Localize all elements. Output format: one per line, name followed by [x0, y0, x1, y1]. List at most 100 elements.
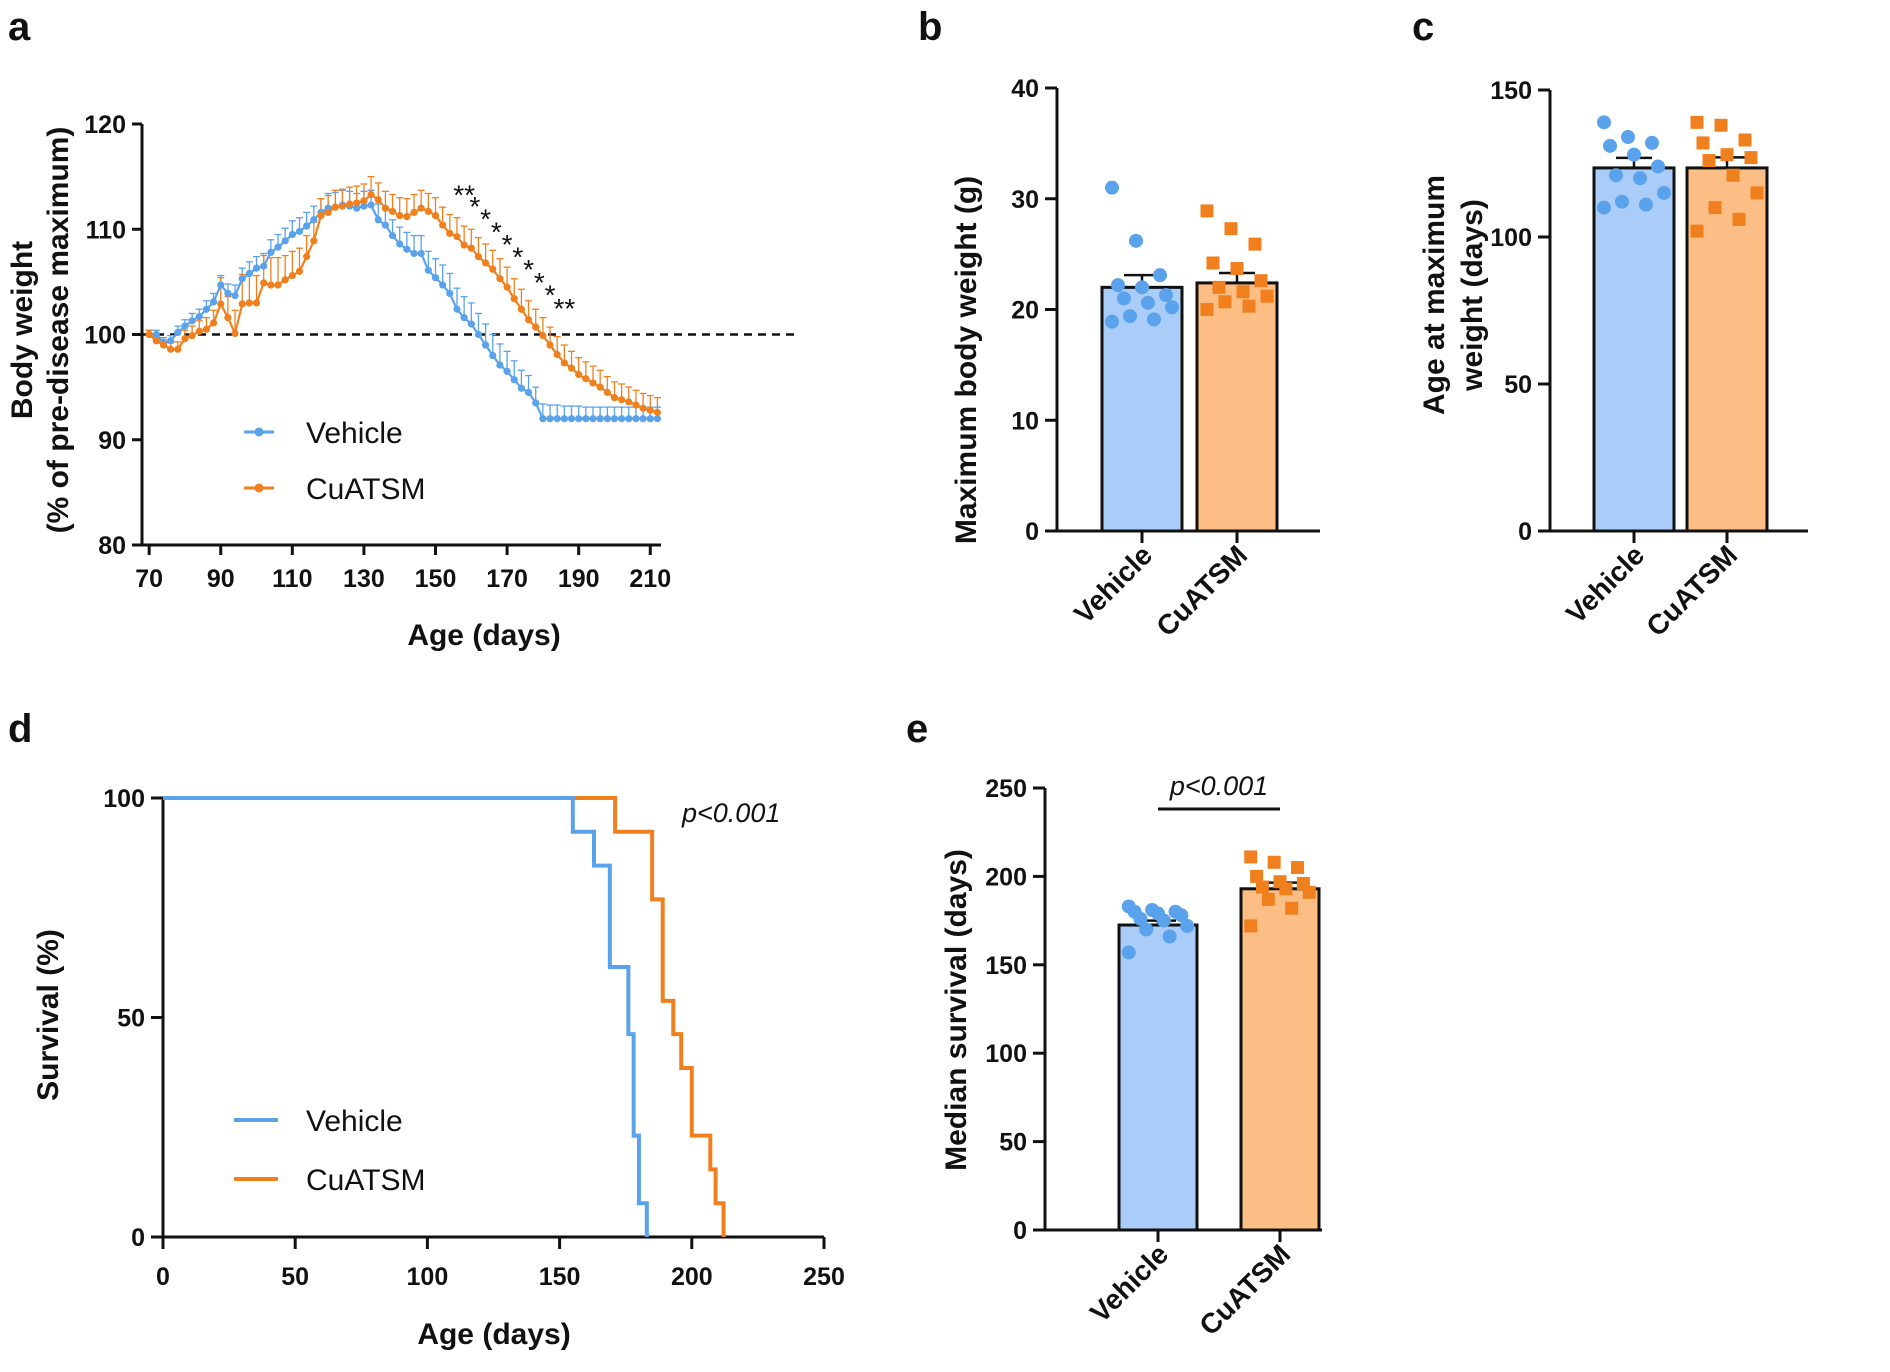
panel-b-point-cuatsm [1200, 204, 1214, 218]
panel-d-cuatsm-survival-curve [572, 796, 726, 1237]
panel-c-point-cuatsm [1720, 148, 1734, 162]
panel-a-cuatsm-point [167, 345, 175, 353]
panel-a-cuatsm-point [317, 211, 325, 220]
panel-a-cuatsm-point [267, 281, 275, 289]
panel-a-cuatsm-point [188, 331, 196, 340]
panel-a-legend-cuatsm-marker [254, 483, 264, 493]
panel-a-vehicle-point [503, 367, 511, 375]
panel-a-vehicle-point [388, 231, 397, 240]
panel-c-point-cuatsm [1726, 168, 1740, 182]
panel-a-vehicle-point [202, 305, 211, 313]
panel-a-vehicle-point [524, 388, 533, 396]
panel-a-significance-mark: * [523, 254, 534, 285]
panel-c-point-cuatsm [1696, 136, 1710, 150]
panel-d-legend-cuatsm: CuATSM [306, 1164, 425, 1197]
panel-b-ylabel: Maximum body weight (g) [950, 176, 983, 544]
panel-e-y-tick-label: 50 [999, 1129, 1027, 1157]
panel-a-x-tick-label: 130 [343, 565, 385, 593]
panel-a-cuatsm-point [575, 370, 583, 379]
panel-e-point-cuatsm [1285, 901, 1299, 915]
panel-a-vehicle-point [632, 415, 640, 423]
panel-a-cuatsm-point [245, 299, 253, 307]
panel-b-x-tick-label-cuatsm: CuATSM [1150, 539, 1253, 642]
panel-a-cuatsm-point [653, 408, 662, 416]
panel-a-significance-mark: * [480, 204, 491, 235]
panel-e-bar-cuatsm [1239, 887, 1321, 1232]
panel-b-point-cuatsm [1230, 262, 1244, 276]
panel-a-vehicle-point [618, 415, 626, 423]
panel-c-point-cuatsm [1732, 212, 1746, 226]
panel-b-point-cuatsm [1200, 303, 1214, 316]
panel-a-significance-mark: ** [453, 179, 475, 210]
panel-a-y-tick-label: 90 [98, 427, 126, 455]
panel-a-cuatsm-point [567, 364, 576, 372]
panel-d-p-value-text: p<0.001 [681, 798, 780, 828]
panel-b-x-tick-label-vehicle: Vehicle [1068, 539, 1158, 629]
panel-a-cuatsm-point [539, 331, 547, 340]
panel-c-point-cuatsm [1708, 201, 1722, 215]
panel-a-vehicle-point [646, 415, 654, 423]
panel-a-cuatsm-point [424, 207, 432, 215]
panel-b-point-vehicle [1165, 300, 1179, 315]
panel-a-cuatsm-point [346, 200, 354, 208]
panel-letter-a: a [8, 5, 31, 49]
panel-a-vehicle-point [231, 291, 239, 300]
panel-d-y-tick-label: 0 [131, 1224, 145, 1252]
panel-a-cuatsm-series-line [148, 193, 658, 414]
panel-a-cuatsm-point [474, 253, 483, 261]
panel-b-y-tick-label: 30 [1011, 186, 1039, 214]
panel-b-point-cuatsm [1206, 256, 1220, 270]
panel-e-point-cuatsm [1255, 880, 1269, 894]
panel-a-vehicle-point [560, 415, 568, 423]
panel-d-xlabel: Age (days) [417, 1318, 570, 1351]
panel-a-cuatsm-point [560, 359, 568, 367]
panel-a-vehicle-point [195, 313, 203, 321]
panel-b-point-cuatsm [1224, 222, 1238, 236]
panel-a-vehicle-point [596, 415, 604, 423]
panel-e-point-vehicle [1162, 929, 1177, 944]
panel-e-point-vehicle [1174, 908, 1189, 923]
panel-a-cuatsm-point [396, 211, 404, 220]
panel-c-point-vehicle [1645, 135, 1659, 150]
panel-d-ylabel: Survival (%) [32, 929, 65, 1101]
panel-a-x-tick-label: 170 [486, 565, 528, 593]
panel-a-vehicle-point [539, 415, 547, 423]
panel-a-vehicle-point [353, 204, 361, 212]
panel-a-cuatsm-point [503, 283, 511, 291]
panel-c-x-tick-label-cuatsm: CuATSM [1640, 539, 1743, 642]
panel-b-point-vehicle [1159, 288, 1173, 303]
panel-c-bar-vehicle [1592, 166, 1676, 533]
panel-a-cuatsm-point [338, 202, 347, 210]
panel-c-point-vehicle [1609, 168, 1623, 183]
panel-d-x-tick-label: 150 [539, 1263, 581, 1291]
panel-d-x-tick-label: 100 [407, 1263, 449, 1291]
panel-a-cuatsm-point [288, 271, 296, 280]
panel-a-legend-vehicle-marker [254, 427, 264, 437]
panel-a-cuatsm-point [553, 350, 561, 359]
panel-c-point-vehicle [1621, 130, 1635, 145]
panel-c-y-tick-label: 50 [1504, 371, 1532, 399]
panel-e-point-vehicle [1180, 918, 1195, 933]
panel-a-cuatsm-point [453, 233, 461, 241]
panel-b-point-cuatsm [1218, 295, 1232, 309]
panel-a-significance-mark: * [469, 191, 480, 222]
panel-a-cuatsm-point [231, 329, 239, 338]
panel-e-ylabel: Median survival (days) [940, 849, 973, 1171]
panel-e-y-tick-label: 250 [985, 775, 1027, 803]
panel-d-y-tick-label: 100 [103, 785, 145, 813]
panel-b-point-vehicle [1105, 314, 1119, 329]
panel-e-y-tick-label: 200 [985, 863, 1027, 891]
panel-a-vehicle-point [188, 317, 196, 325]
panel-a-vehicle-point [417, 249, 425, 258]
panel-a-vehicle-point [174, 328, 182, 336]
panel-a-vehicle-point [260, 262, 268, 270]
panel-a-cuatsm-point [489, 265, 497, 273]
panel-a-cuatsm-point [388, 207, 397, 215]
panel-a-vehicle-point [267, 248, 275, 257]
panel-d-y-tick-label: 50 [117, 1005, 145, 1033]
panel-a-vehicle-point [295, 227, 304, 235]
panel-e-bar-vehicle [1117, 923, 1199, 1232]
panel-b-point-vehicle [1123, 309, 1137, 324]
panel-b-point-vehicle [1141, 295, 1155, 310]
